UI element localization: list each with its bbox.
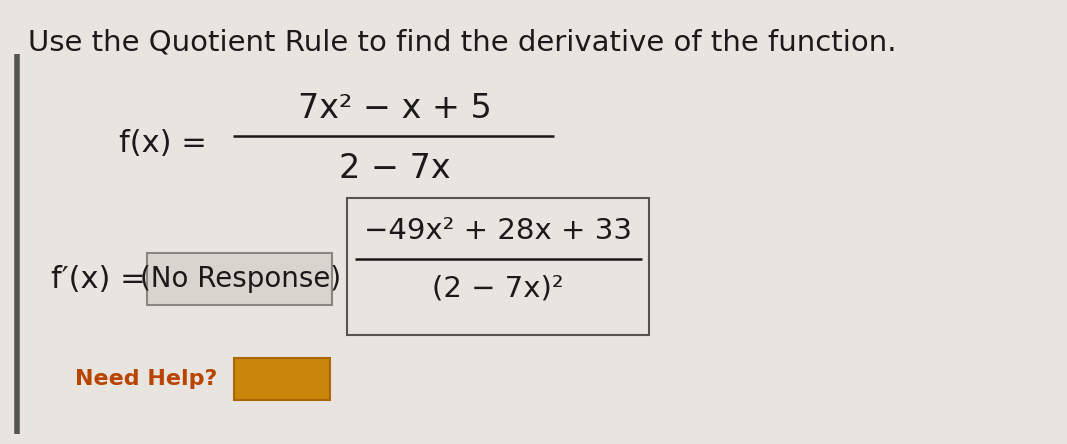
FancyBboxPatch shape [347,198,649,335]
Text: Use the Quotient Rule to find the derivative of the function.: Use the Quotient Rule to find the deriva… [28,29,896,57]
Text: (No Response): (No Response) [140,265,341,293]
Text: 7x² − x + 5: 7x² − x + 5 [298,92,492,126]
Text: Need Help?: Need Help? [75,369,218,389]
Text: f(x) =: f(x) = [118,130,207,159]
Text: −49x² + 28x + 33: −49x² + 28x + 33 [364,217,632,245]
Text: 2 − 7x: 2 − 7x [338,151,450,185]
FancyBboxPatch shape [147,253,333,305]
Text: (2 − 7x)²: (2 − 7x)² [432,275,563,303]
Text: f′(x) =: f′(x) = [51,265,145,293]
FancyBboxPatch shape [234,358,330,400]
